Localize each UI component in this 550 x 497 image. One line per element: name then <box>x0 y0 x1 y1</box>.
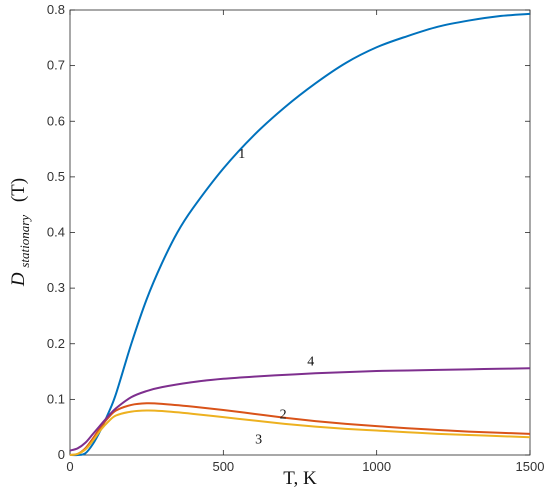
y-tick-label: 0 <box>58 447 65 462</box>
curve-labels: 1 2 3 4 <box>238 147 314 447</box>
x-axis-label: T, K <box>283 468 317 489</box>
series-line-1 <box>69 12 531 457</box>
curve-label-4: 4 <box>307 354 314 369</box>
series-line-2 <box>69 402 531 456</box>
series-line-3 <box>69 409 531 456</box>
curve-label-3: 3 <box>255 432 262 447</box>
y-tick-label: 0.7 <box>47 58 65 73</box>
curve-label-2: 2 <box>280 407 287 422</box>
axes: 0 500 1000 1500 0 0.1 0.2 0.3 0.4 0.5 0.6 0.7 0.8 <box>47 2 545 474</box>
plot-frame <box>69 9 531 456</box>
y-tick-label: 0.4 <box>47 225 65 240</box>
curve-label-1: 1 <box>238 147 245 162</box>
x-tick-label: 1500 <box>516 459 545 474</box>
y-tick-label: 0.6 <box>47 113 65 128</box>
y-axis-label: D stationary (T) <box>8 178 34 287</box>
y-tick-label: 0.2 <box>47 336 65 351</box>
plot-series <box>69 12 531 457</box>
x-tick-label: 0 <box>66 459 73 474</box>
x-tick-label: 500 <box>212 459 234 474</box>
y-tick-label: 0.8 <box>47 2 65 17</box>
x-tick-label: 1000 <box>362 459 391 474</box>
y-axis-label-tail: (T) <box>8 178 29 202</box>
y-tick-label: 0.3 <box>47 280 65 295</box>
series-line-4 <box>69 367 531 452</box>
y-axis-label-main: D <box>8 272 29 287</box>
y-tick-label: 0.1 <box>47 391 65 406</box>
y-axis-label-sub: stationary <box>17 215 32 268</box>
y-tick-label: 0.5 <box>47 169 65 184</box>
